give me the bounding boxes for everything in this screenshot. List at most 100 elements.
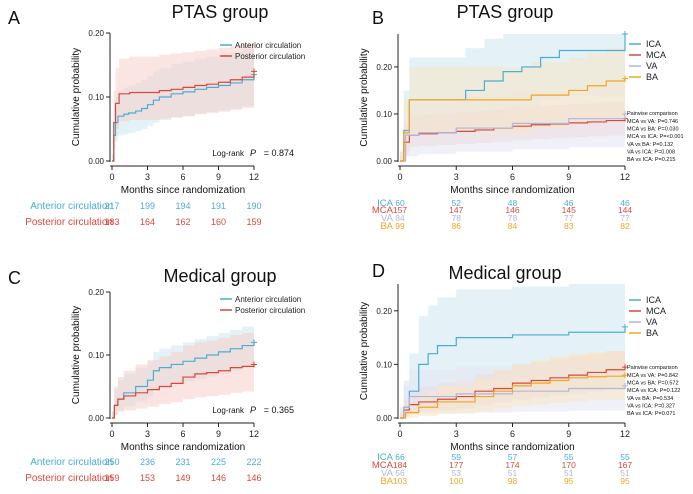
risk-row-label: ICA: [377, 198, 394, 209]
at-risk-count: 103: [393, 476, 407, 486]
censor-mark: [251, 361, 257, 368]
x-axis-label: Months since randomization: [121, 185, 246, 196]
series-line-posterior-circulation: [112, 71, 255, 162]
series-line-va: [400, 113, 626, 162]
at-risk-count: 78: [452, 213, 462, 223]
x-axis-label: Months since randomization: [121, 442, 246, 453]
censor-mark: [622, 364, 628, 371]
at-risk-count: 159: [246, 217, 261, 227]
x-axis-label: Months since randomization: [450, 185, 575, 196]
at-risk-count: 77: [620, 213, 630, 223]
censor-mark: [622, 110, 628, 117]
pairwise-line: MCA vs VA: P=0.746: [627, 119, 678, 125]
pairwise-line: VA vs ICA: P=0.327: [627, 403, 675, 409]
at-risk-count: 167: [618, 460, 632, 470]
pairwise-title: Pairwise comparison: [627, 111, 678, 117]
pairwise-line: MCA vs VA: P=0.842: [627, 373, 678, 379]
at-risk-count: 145: [562, 205, 576, 215]
at-risk-count: 78: [508, 213, 518, 223]
at-risk-count: 84: [395, 213, 405, 223]
censor-mark: [622, 75, 628, 82]
x-tick-label: 12: [620, 429, 630, 439]
x-tick-label: 0: [109, 429, 114, 439]
y-axis-label: Cumulative probability: [359, 48, 370, 146]
at-risk-count: 55: [564, 452, 574, 462]
censor-mark: [622, 382, 628, 389]
at-risk-count: 250: [104, 457, 119, 467]
y-tick-label: 0.20: [88, 288, 104, 297]
at-risk-count: 51: [508, 468, 518, 478]
x-tick-label: 0: [109, 172, 114, 182]
at-risk-count: 146: [211, 473, 226, 483]
x-tick-label: 3: [454, 429, 459, 439]
risk-row-label: Posterior circulation: [25, 217, 113, 228]
at-risk-count: 174: [505, 460, 519, 470]
legend-entry: Posterior circulation: [235, 52, 305, 61]
censor-mark: [622, 31, 628, 37]
x-axis-label: Months since randomization: [450, 442, 575, 453]
x-tick-label: 3: [145, 172, 150, 182]
y-axis-label: Cumulative probability: [359, 302, 370, 400]
at-risk-count: 53: [452, 468, 462, 478]
at-risk-count: 217: [104, 201, 119, 211]
chart-title: Medical group: [448, 263, 561, 283]
pairwise-line: MCA vs ICA: P=0.122: [627, 388, 680, 394]
logrank-p-value: = 0.874: [264, 148, 294, 158]
x-tick-label: 9: [216, 172, 221, 182]
x-tick-label: 0: [397, 429, 402, 439]
series-line-ba: [400, 375, 626, 419]
risk-row-label: BA: [380, 221, 393, 232]
legend-entry: VA: [646, 61, 657, 71]
x-tick-label: 9: [216, 429, 221, 439]
pairwise-line: VA vs ICA: P=0.008: [627, 149, 675, 155]
y-tick-label: 0.10: [376, 110, 392, 119]
y-axis-label: Cumulative probability: [71, 306, 82, 404]
at-risk-count: 236: [140, 457, 155, 467]
risk-row-label: BA: [380, 476, 393, 487]
y-tick-label: 0.20: [376, 63, 392, 72]
at-risk-count: 99: [395, 221, 405, 231]
at-risk-count: 95: [620, 476, 630, 486]
at-risk-count: 146: [246, 473, 261, 483]
at-risk-count: 159: [104, 473, 119, 483]
at-risk-count: 149: [175, 473, 190, 483]
x-tick-label: 6: [180, 429, 185, 439]
legend-entry: Posterior circulation: [235, 306, 305, 315]
x-tick-label: 12: [249, 172, 259, 182]
x-tick-label: 6: [180, 172, 185, 182]
logrank-p-label: P: [250, 148, 256, 158]
at-risk-count: 170: [562, 460, 576, 470]
logrank-p-value: = 0.365: [264, 405, 294, 415]
pairwise-line: MCA vs BA: P=0.572: [627, 381, 679, 387]
at-risk-count: 51: [564, 468, 574, 478]
at-risk-count: 177: [449, 460, 463, 470]
y-tick-label: 0.00: [376, 414, 392, 423]
censor-mark: [622, 323, 628, 330]
chart-title: Medical group: [163, 266, 276, 286]
at-risk-count: 60: [395, 198, 405, 208]
censor-mark: [251, 339, 257, 346]
risk-row-label: Posterior circulation: [25, 473, 113, 484]
legend-entry: ICA: [646, 295, 661, 305]
pairwise-line: BA vs ICA: P=0.071: [627, 411, 675, 417]
y-tick-label: 0.00: [88, 414, 104, 423]
at-risk-count: 55: [620, 452, 630, 462]
series-line-posterior-circulation: [112, 364, 255, 419]
y-tick-label: 0.10: [88, 93, 104, 102]
at-risk-count: 86: [452, 221, 462, 231]
panel-a: A PTAS group 0 3 6 9 12 0.00 0.10 0.20 Months sinc…: [8, 2, 305, 228]
risk-row-label: Anterior circulation: [30, 457, 113, 468]
logrank-label: Log-rank: [212, 149, 245, 158]
x-tick-label: 3: [454, 172, 459, 182]
y-tick-label: 0.00: [376, 157, 392, 166]
at-risk-count: 48: [508, 198, 518, 208]
at-risk-count: 225: [211, 457, 226, 467]
series-line-anterior-circulation: [112, 74, 255, 162]
at-risk-count: 164: [140, 217, 155, 227]
panel-c: C Medical group 0 3 6 9 12 0.00 0.10 0.20 Months s…: [8, 266, 305, 484]
at-risk-count: 66: [395, 452, 405, 462]
x-tick-label: 0: [397, 172, 402, 182]
y-tick-label: 0.20: [88, 29, 104, 38]
at-risk-count: 184: [393, 460, 407, 470]
